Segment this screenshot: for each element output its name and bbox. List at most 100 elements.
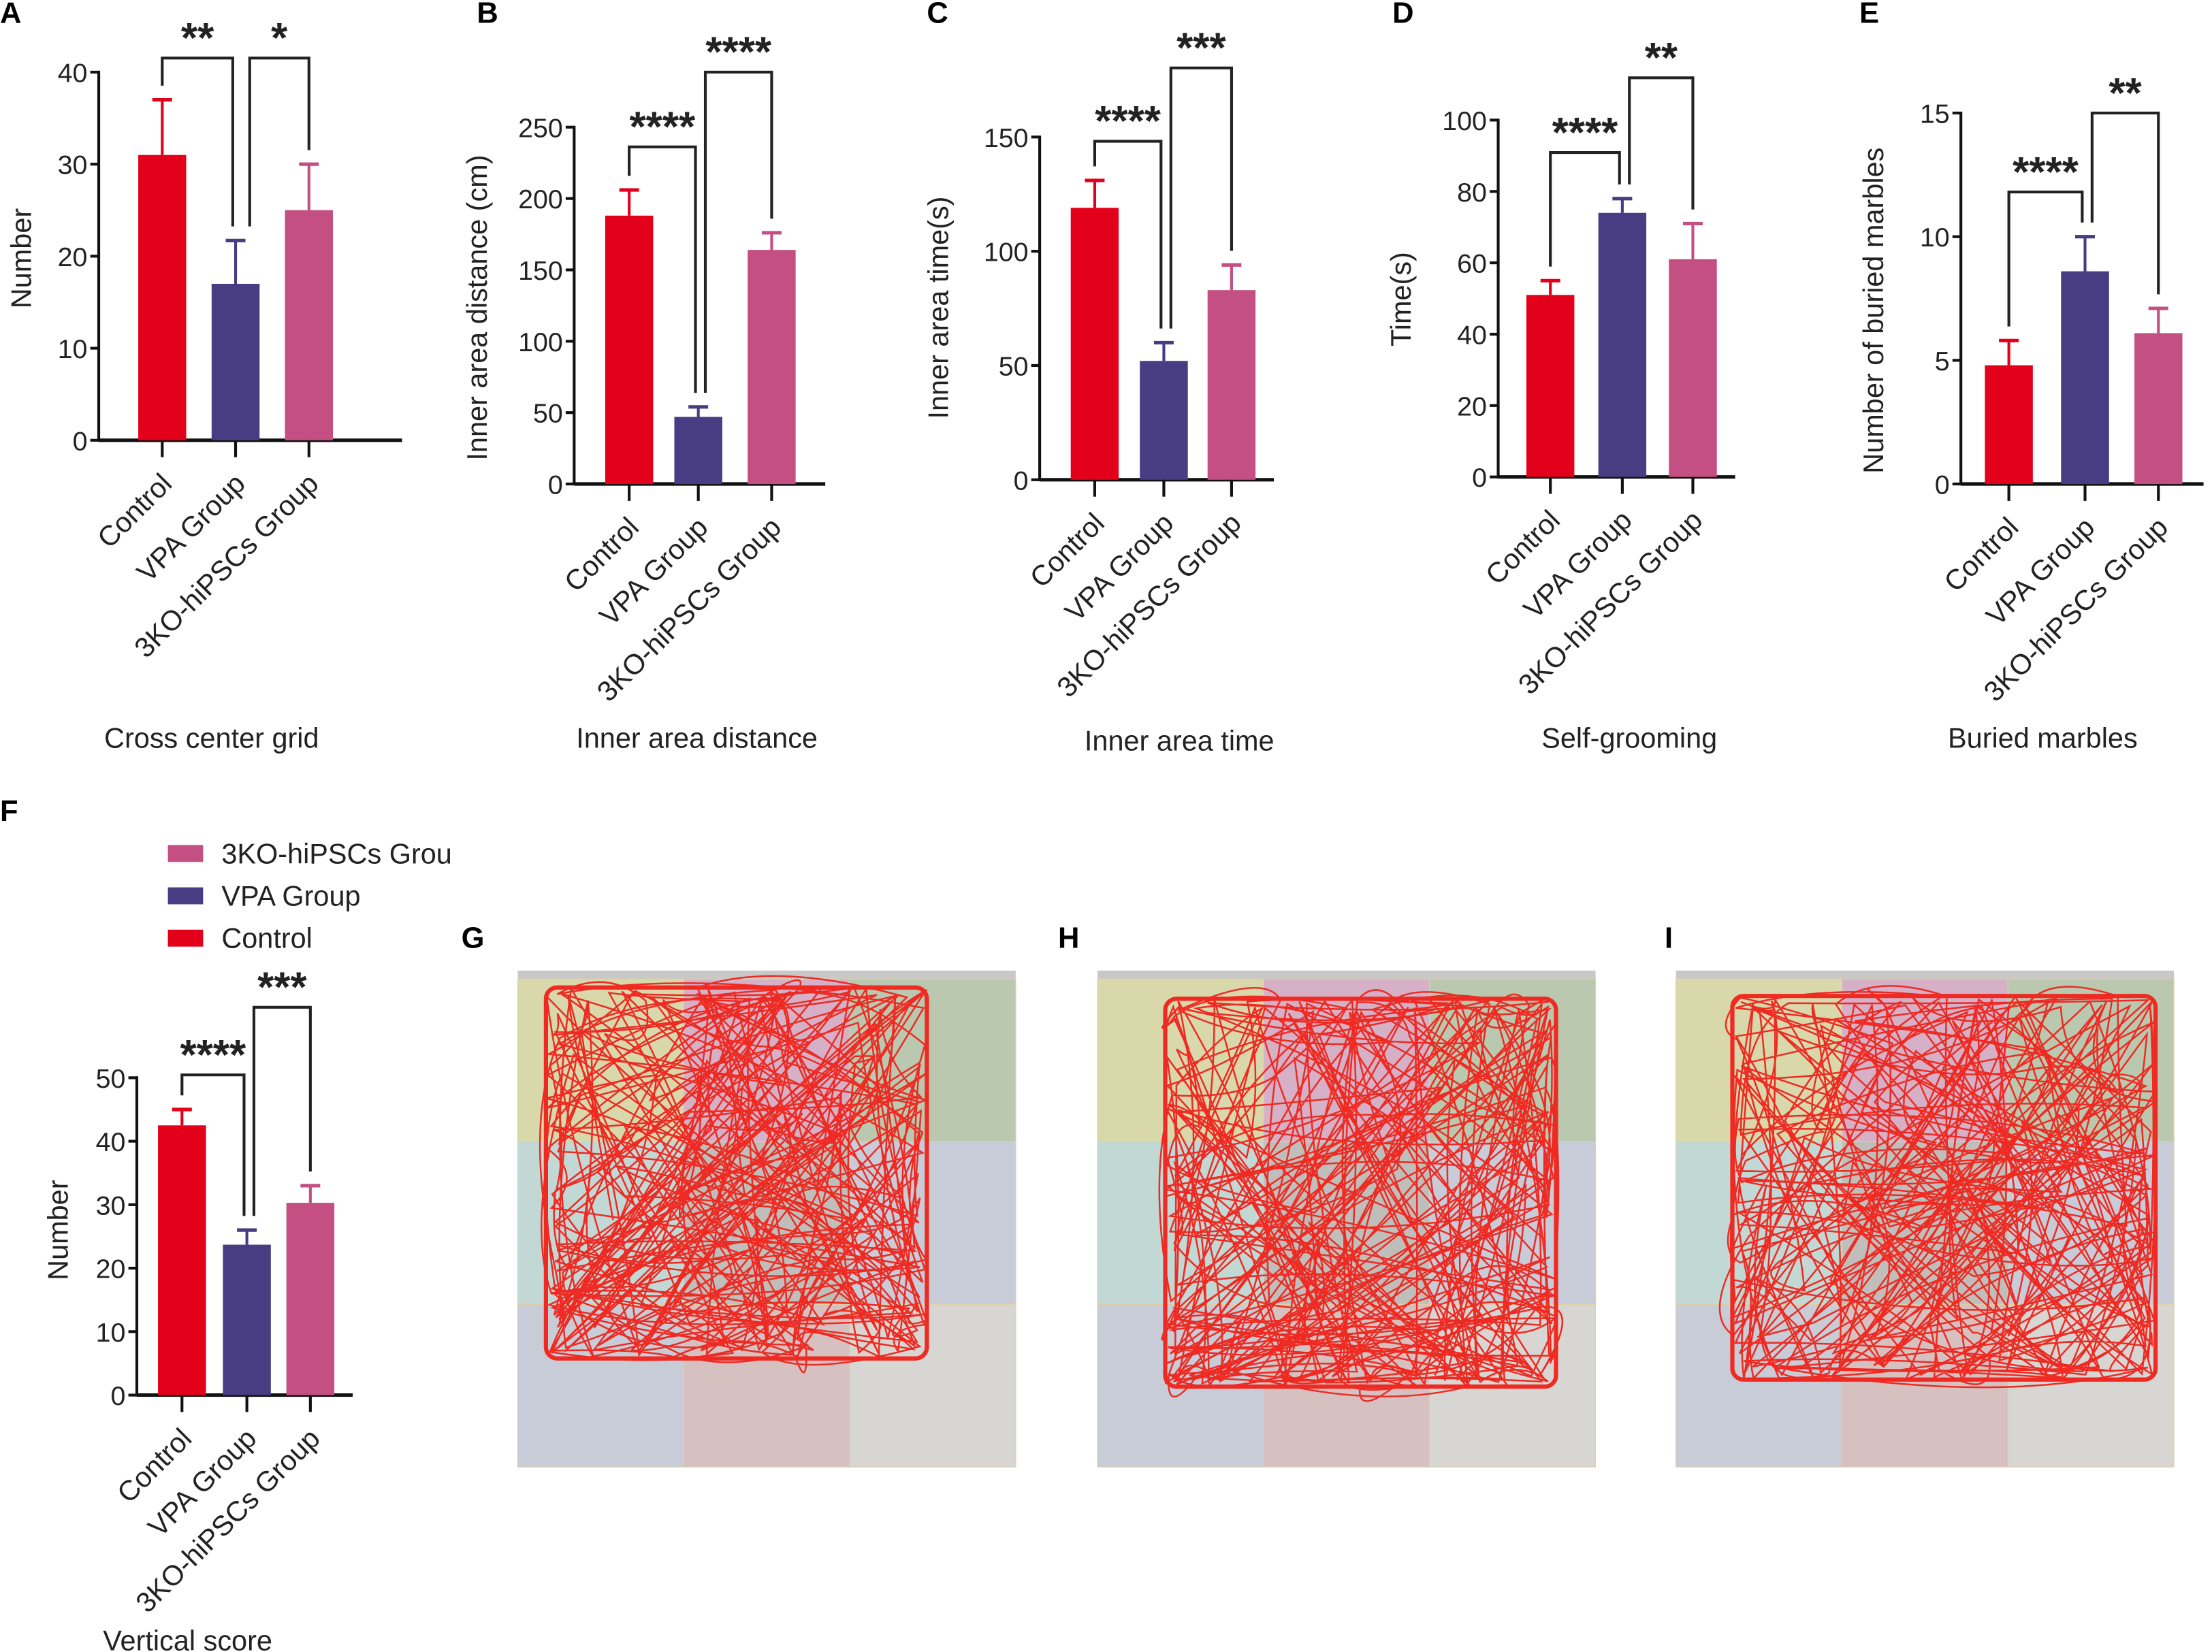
bar-vpa-group xyxy=(1598,212,1647,477)
significance-bracket xyxy=(1628,76,1695,210)
panel-letter: H xyxy=(1058,922,1079,955)
significance-label: *** xyxy=(257,964,307,1011)
trajectory-panel-i: I xyxy=(1665,922,2175,1468)
bar-vpa-group xyxy=(2061,271,2109,485)
bar-vpa-group xyxy=(211,283,260,440)
bar-control xyxy=(605,215,654,485)
bar-control xyxy=(158,1125,206,1395)
y-axis-label: Inner area distance (cm) xyxy=(461,155,493,460)
bar-3ko-hipscs-group xyxy=(1207,290,1256,480)
bar-vpa-group xyxy=(674,417,722,485)
chart-title: Inner area distance xyxy=(576,722,818,754)
significance-label: **** xyxy=(180,1032,246,1079)
arena-zone xyxy=(1675,1303,1843,1468)
significance-label: *** xyxy=(1176,25,1226,71)
trajectory-panel-g: G xyxy=(462,922,1016,1468)
significance-bracket xyxy=(1169,66,1233,329)
chart-title: Cross center grid xyxy=(104,722,319,754)
movement-trajectory xyxy=(539,975,929,1374)
bar-3ko-hipscs-group xyxy=(286,1203,335,1395)
trajectory-perimeter xyxy=(1730,994,2158,1382)
y-tick-label: 0 xyxy=(111,1381,126,1411)
legend-label: VPA Group xyxy=(221,880,360,912)
significance-label: * xyxy=(271,15,288,62)
legend-swatch xyxy=(167,845,204,862)
significance-label: **** xyxy=(705,29,772,76)
y-tick-label: 100 xyxy=(518,327,563,357)
significance-bracket xyxy=(2090,111,2160,295)
significance-bracket xyxy=(161,56,234,227)
trajectory-panel-h: H xyxy=(1058,922,1597,1468)
y-tick-label: 20 xyxy=(96,1254,126,1284)
panel-letter: E xyxy=(1859,0,1879,29)
bar-vpa-group xyxy=(1140,361,1188,480)
panel-letter: C xyxy=(927,0,948,29)
y-tick-label: 40 xyxy=(96,1127,126,1157)
legend-label: 3KO-hiPSCs Grou xyxy=(221,837,452,869)
y-tick-label: 10 xyxy=(96,1318,126,1348)
y-tick-label: 0 xyxy=(73,426,88,456)
y-tick-label: 100 xyxy=(1442,106,1487,136)
y-tick-label: 150 xyxy=(518,256,563,286)
legend-swatch xyxy=(167,929,204,947)
y-tick-label: 20 xyxy=(58,242,88,272)
significance-label: ** xyxy=(181,15,214,62)
bar-3ko-hipscs-group xyxy=(1669,259,1717,477)
significance-bracket xyxy=(628,145,697,393)
y-tick-label: 30 xyxy=(58,150,88,180)
significance-label: **** xyxy=(2013,149,2079,196)
y-tick-label: 50 xyxy=(533,399,563,429)
y-tick-label: 150 xyxy=(984,123,1029,153)
chart-title: Self-grooming xyxy=(1541,722,1717,754)
legend-swatch xyxy=(167,887,204,905)
y-tick-label: 20 xyxy=(1457,391,1487,421)
y-tick-label: 80 xyxy=(1457,178,1487,208)
bar-control xyxy=(1070,208,1119,480)
bar-vpa-group xyxy=(223,1244,271,1395)
y-tick-label: 30 xyxy=(96,1191,126,1220)
y-tick-label: 0 xyxy=(1472,463,1487,493)
arena-zone xyxy=(849,1303,1016,1468)
y-axis-label: Inner area time(s) xyxy=(922,197,954,419)
panel-letter: A xyxy=(0,0,21,29)
y-tick-label: 60 xyxy=(1457,249,1487,279)
significance-label: ** xyxy=(2109,70,2142,117)
significance-label: **** xyxy=(629,104,696,151)
significance-label: **** xyxy=(1095,98,1161,145)
y-axis-label: Number of buried marbles xyxy=(1857,148,1889,474)
significance-bracket xyxy=(1549,151,1621,267)
legend-label: Control xyxy=(221,922,312,954)
significance-bracket xyxy=(703,70,773,393)
panel-letter: I xyxy=(1665,922,1673,955)
y-tick-label: 100 xyxy=(984,238,1029,268)
panel-letter: G xyxy=(462,922,485,955)
y-tick-label: 250 xyxy=(518,113,563,143)
y-tick-label: 50 xyxy=(999,351,1029,381)
y-tick-label: 200 xyxy=(518,184,563,214)
significance-label: ** xyxy=(1645,35,1678,82)
bar-control xyxy=(138,155,187,440)
bar-control xyxy=(1526,295,1575,477)
panel-letter: F xyxy=(0,795,18,828)
significance-label: **** xyxy=(1552,110,1619,157)
y-tick-label: 5 xyxy=(1935,346,1950,376)
y-tick-label: 0 xyxy=(548,470,563,500)
significance-bracket xyxy=(180,1073,246,1216)
significance-bracket xyxy=(2007,191,2084,327)
movement-trajectory xyxy=(1158,986,1564,1402)
bar-3ko-hipscs-group xyxy=(285,210,334,440)
y-tick-label: 15 xyxy=(1920,99,1950,129)
chart-title: Inner area time xyxy=(1085,725,1275,757)
y-axis-label: Number xyxy=(42,1180,74,1280)
y-tick-label: 40 xyxy=(58,58,88,88)
arena-zone xyxy=(849,1141,1016,1305)
bar-3ko-hipscs-group xyxy=(748,250,796,485)
trajectory-perimeter xyxy=(543,985,929,1361)
panel-letter: B xyxy=(477,0,498,29)
y-axis-label: Time(s) xyxy=(1385,252,1417,346)
